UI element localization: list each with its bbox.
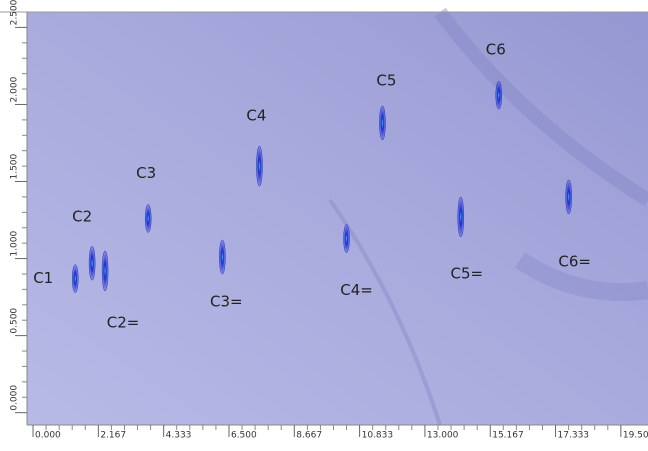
peak — [72, 265, 78, 293]
peak-label: C4= — [340, 281, 373, 299]
y-tick-label: 0.500 — [10, 308, 20, 334]
peak — [256, 146, 262, 186]
peak-label: C6 — [486, 41, 506, 59]
peak — [344, 225, 350, 253]
y-tick-label: 2.500 — [10, 0, 20, 25]
y-tick-label: 1.000 — [10, 231, 20, 257]
chart: 0.000 2.167 4.333 6.500 8.667 10.833 13.000 15.… — [0, 0, 648, 447]
peak-label: C5 — [376, 71, 396, 89]
peak-label: C3 — [136, 164, 156, 182]
peak — [89, 246, 95, 280]
y-tick-label: 1.500 — [10, 153, 20, 179]
plot-area — [27, 12, 648, 425]
x-tick-label: 8.667 — [296, 431, 322, 441]
peak-label: C4 — [246, 107, 266, 125]
peak-label: C6= — [558, 252, 591, 270]
y-tick-label: 2.000 — [10, 76, 20, 102]
x-tick-label: 10.833 — [362, 431, 394, 441]
peak-label: C1 — [33, 269, 53, 287]
peak-label: C5= — [450, 264, 483, 282]
peak-label: C3= — [210, 293, 243, 311]
x-tick-label: 15.167 — [492, 431, 524, 441]
peak — [566, 180, 572, 214]
peak-label: C2= — [107, 313, 140, 331]
peak — [219, 240, 225, 274]
x-tick-label: 17.333 — [558, 431, 590, 441]
peak — [145, 205, 151, 233]
x-tick-label: 13.000 — [427, 431, 459, 441]
peak — [496, 81, 502, 109]
peak — [458, 197, 464, 237]
x-tick-label: 2.167 — [100, 431, 126, 441]
x-tick-label: 0.000 — [35, 431, 61, 441]
y-tick-label: 0.000 — [10, 385, 20, 411]
peak — [379, 106, 385, 140]
x-tick-label: 6.500 — [231, 431, 257, 441]
peak — [102, 251, 108, 291]
peak-label: C2 — [72, 208, 92, 226]
x-tick-label: 4.333 — [166, 431, 192, 441]
x-tick-label: 19.500 — [623, 431, 648, 441]
